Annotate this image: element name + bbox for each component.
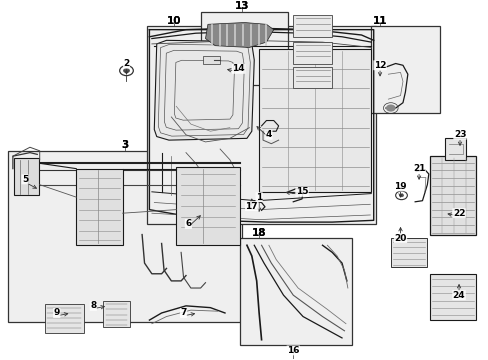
Text: 8: 8 <box>90 301 96 310</box>
Polygon shape <box>259 49 370 192</box>
Text: 12: 12 <box>373 61 386 70</box>
Text: 18: 18 <box>251 228 266 238</box>
Text: 19: 19 <box>393 182 406 191</box>
Text: 4: 4 <box>265 130 271 139</box>
Text: 16: 16 <box>286 346 299 355</box>
Bar <box>293 15 331 37</box>
Text: 15: 15 <box>295 187 307 196</box>
Text: 11: 11 <box>372 16 386 26</box>
Polygon shape <box>429 156 475 235</box>
Text: 7: 7 <box>180 309 186 318</box>
Text: 18: 18 <box>251 228 266 238</box>
Polygon shape <box>154 40 254 140</box>
Text: 22: 22 <box>452 209 465 218</box>
Text: 10: 10 <box>166 16 181 26</box>
Text: 9: 9 <box>54 309 60 318</box>
Circle shape <box>385 104 395 112</box>
Text: 3: 3 <box>121 140 128 150</box>
Text: 21: 21 <box>412 164 425 173</box>
Text: 2: 2 <box>123 59 129 68</box>
Circle shape <box>123 68 130 73</box>
Text: 6: 6 <box>185 219 191 228</box>
Bar <box>147 26 375 224</box>
Text: 10: 10 <box>166 16 181 26</box>
Bar <box>103 301 130 327</box>
Bar <box>390 238 427 267</box>
Text: 20: 20 <box>393 234 406 243</box>
Bar <box>293 67 331 89</box>
Text: 13: 13 <box>234 1 249 12</box>
Bar <box>370 26 439 113</box>
Text: 17: 17 <box>245 202 258 211</box>
Bar <box>8 151 242 322</box>
Text: 14: 14 <box>232 64 244 73</box>
Polygon shape <box>205 23 273 48</box>
Bar <box>200 12 288 85</box>
Bar <box>203 57 220 64</box>
Text: 1: 1 <box>256 193 262 202</box>
Polygon shape <box>445 138 466 160</box>
Polygon shape <box>76 168 122 245</box>
Bar <box>239 238 351 345</box>
Text: 13: 13 <box>234 1 249 12</box>
Text: 3: 3 <box>121 140 128 150</box>
Polygon shape <box>14 158 39 195</box>
Text: 5: 5 <box>22 175 28 184</box>
Text: 11: 11 <box>372 16 386 26</box>
Text: 24: 24 <box>452 291 465 300</box>
Polygon shape <box>176 167 239 245</box>
Bar <box>44 304 83 333</box>
Polygon shape <box>429 274 475 320</box>
Text: 23: 23 <box>453 130 466 139</box>
Bar <box>293 42 331 63</box>
Circle shape <box>398 194 403 197</box>
